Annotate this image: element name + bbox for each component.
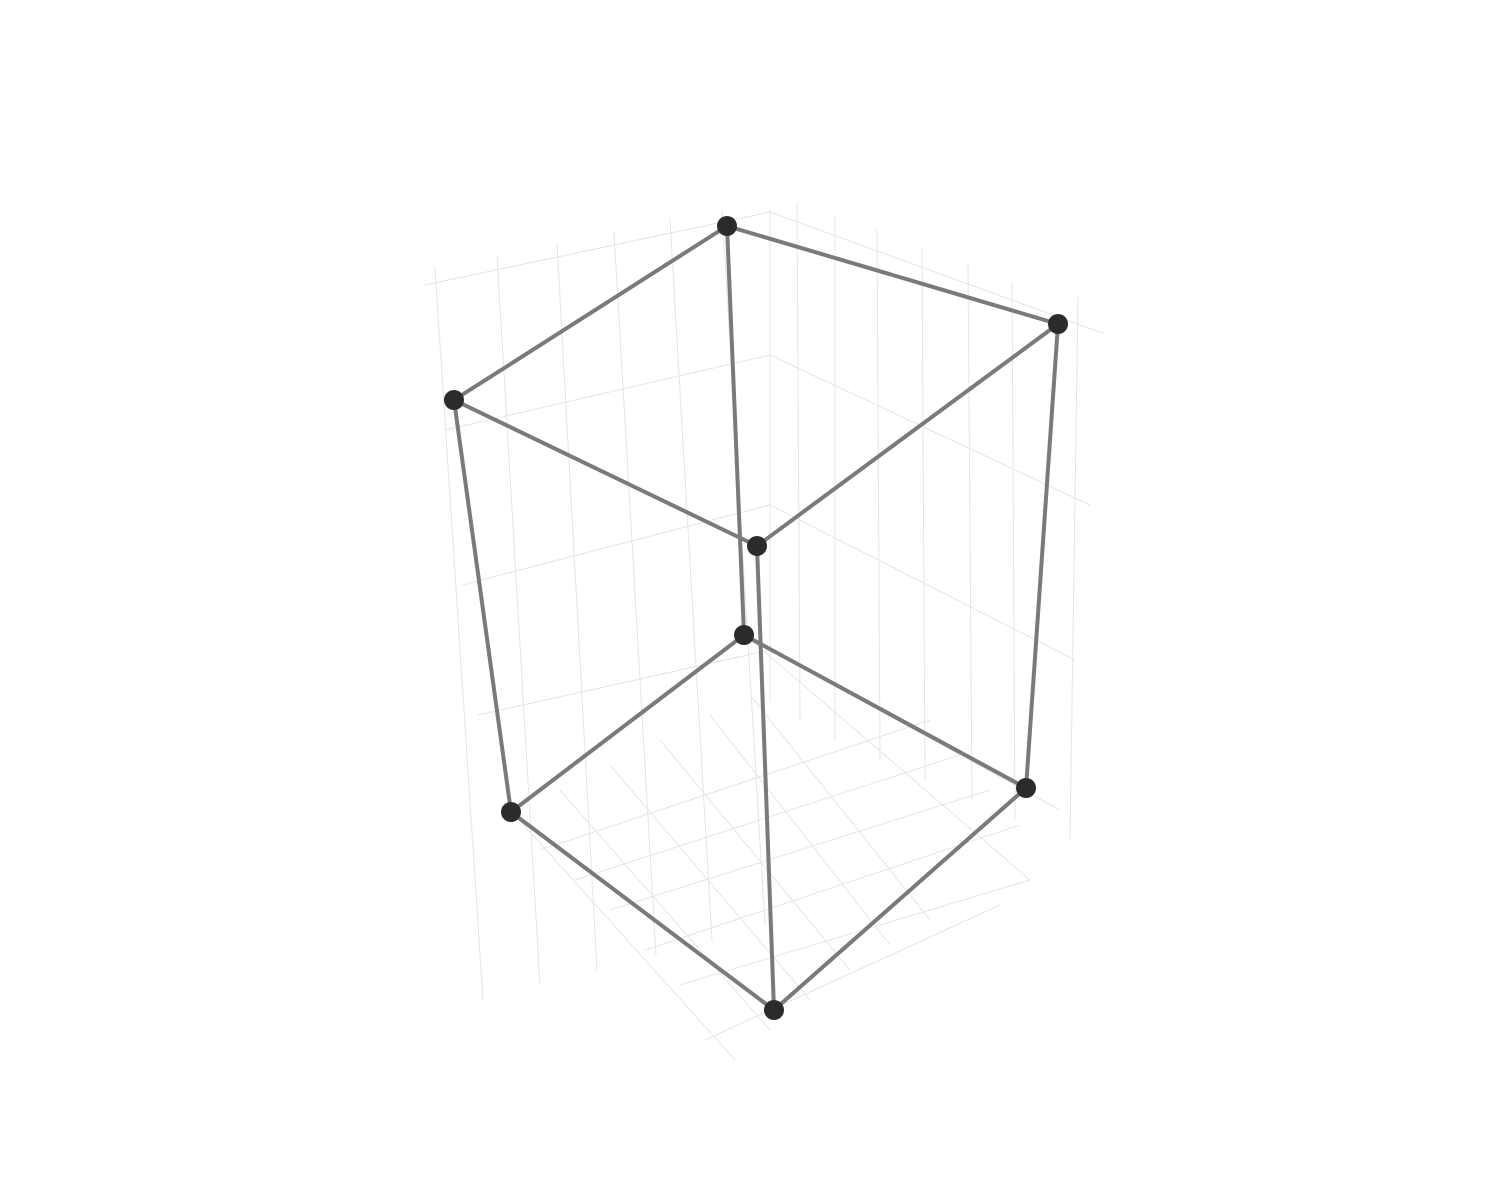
grid-line bbox=[613, 231, 657, 956]
grid-line bbox=[704, 904, 1001, 1041]
grid-line bbox=[559, 789, 771, 1031]
grid-line bbox=[659, 739, 851, 971]
grid-line bbox=[744, 634, 1031, 881]
vertex-v8 bbox=[501, 802, 521, 822]
edge-v4-v1 bbox=[452, 224, 729, 402]
grid-line bbox=[496, 254, 541, 986]
edge-v8-v5 bbox=[509, 633, 746, 814]
background-grid bbox=[424, 202, 1106, 1061]
grid-line bbox=[1011, 281, 1016, 821]
grid-line bbox=[876, 229, 881, 761]
grid-line bbox=[539, 719, 931, 851]
vertex-v6 bbox=[1016, 778, 1036, 798]
grid-line bbox=[921, 246, 926, 781]
grid-line bbox=[424, 211, 771, 286]
edge-v3-v7 bbox=[755, 544, 776, 1012]
grid-line bbox=[511, 811, 736, 1061]
grid-line bbox=[721, 209, 766, 926]
grid-line bbox=[556, 242, 598, 971]
grid-line bbox=[434, 267, 484, 1001]
vertex-v2 bbox=[1048, 314, 1068, 334]
box-edges bbox=[452, 224, 1060, 1012]
edge-v3-v4 bbox=[452, 398, 759, 548]
grid-line bbox=[749, 694, 931, 921]
edge-v1-v2 bbox=[725, 224, 1060, 326]
grid-line bbox=[669, 219, 713, 941]
grid-line bbox=[609, 764, 811, 1001]
grid-line bbox=[967, 263, 973, 801]
edge-v1-v5 bbox=[725, 224, 746, 637]
vertex-v5 bbox=[734, 625, 754, 645]
grid-line bbox=[796, 202, 801, 721]
vertex-v3 bbox=[747, 536, 767, 556]
grid-line bbox=[461, 504, 771, 586]
grid-line bbox=[444, 354, 771, 431]
grid-line bbox=[769, 504, 1076, 661]
grid-line bbox=[769, 354, 1091, 506]
edge-v6-v7 bbox=[772, 786, 1028, 1012]
grid-line bbox=[769, 211, 1106, 335]
edge-v4-v8 bbox=[452, 398, 513, 814]
box-vertices bbox=[444, 216, 1068, 1020]
vertex-v7 bbox=[764, 1000, 784, 1020]
edge-v2-v6 bbox=[1024, 322, 1060, 790]
vertex-v1 bbox=[717, 216, 737, 236]
grid-line bbox=[1069, 295, 1079, 841]
grid-line bbox=[709, 714, 891, 946]
edge-v5-v6 bbox=[742, 633, 1028, 790]
edge-v7-v8 bbox=[509, 810, 776, 1012]
vertex-v4 bbox=[444, 390, 464, 410]
grid-line bbox=[679, 879, 1031, 986]
grid-line bbox=[609, 789, 991, 911]
edge-v2-v3 bbox=[755, 322, 1060, 548]
grid-line bbox=[477, 649, 771, 716]
